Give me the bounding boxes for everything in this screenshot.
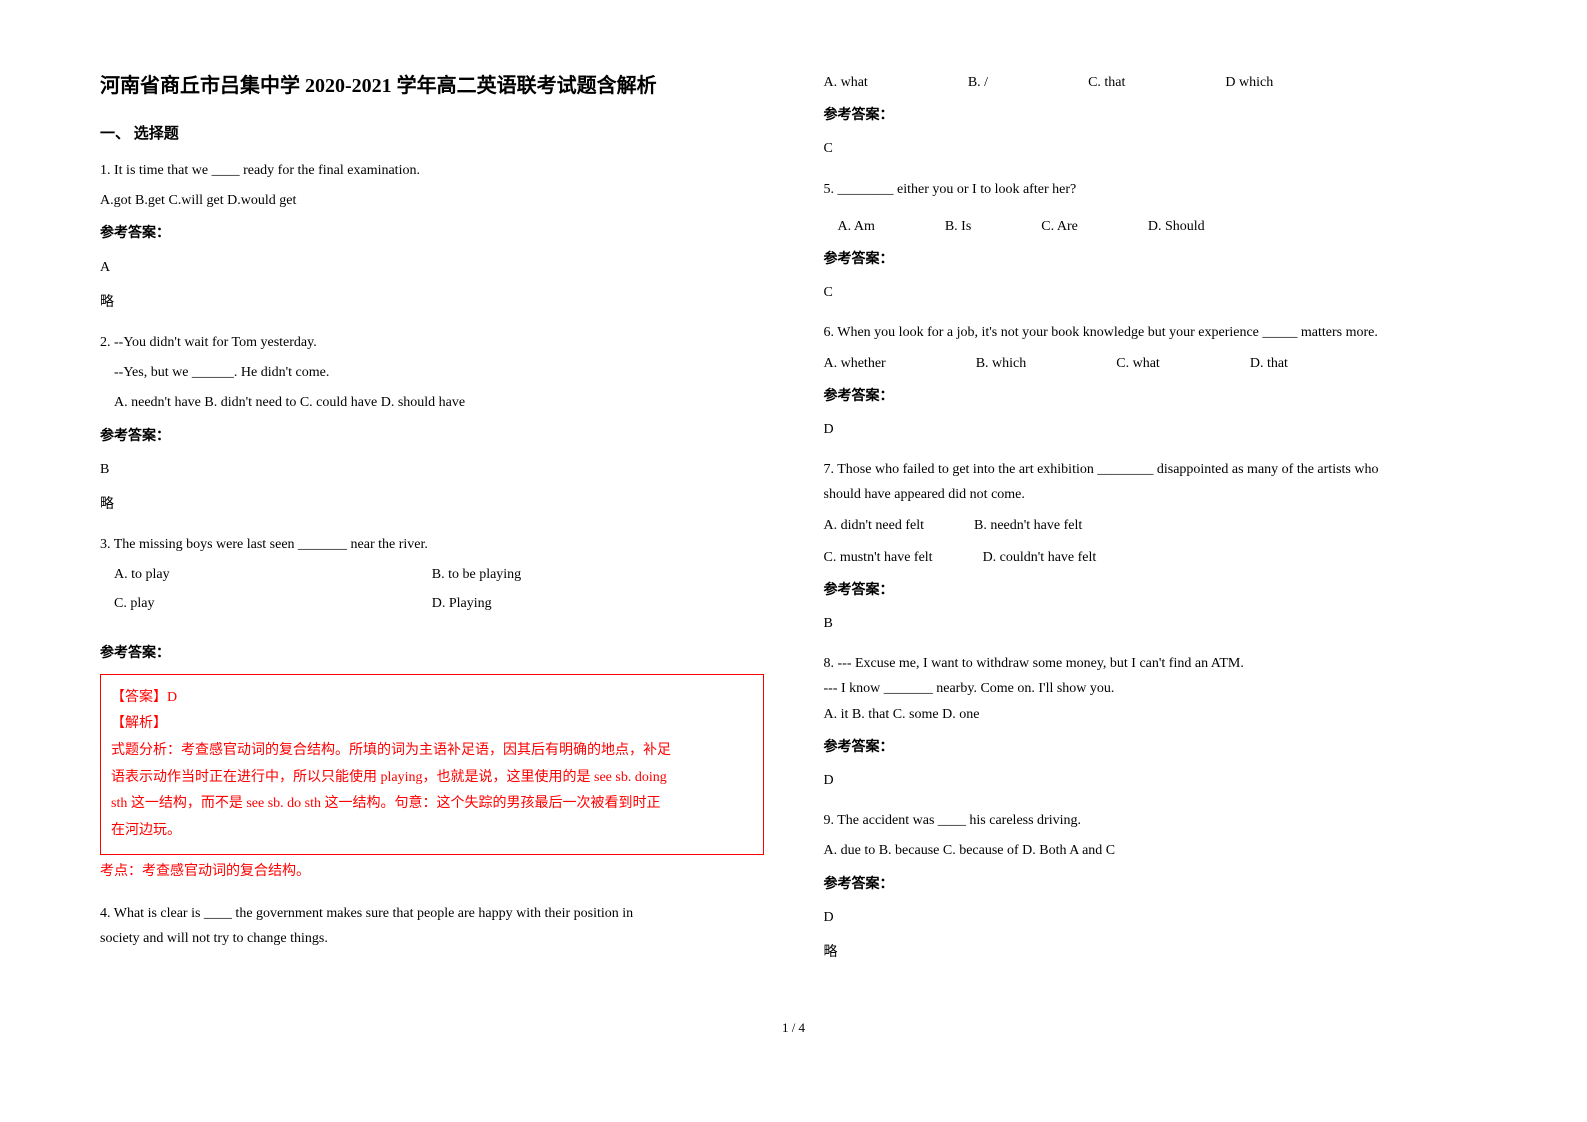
q6-text: 6. When you look for a job, it's not you… [824,320,1488,345]
q7-optA: A. didn't need felt [824,513,925,538]
q1-options: A.got B.get C.will get D.would get [100,188,764,213]
q4-optA: A. what [824,70,868,95]
q4-line2: society and will not try to change thing… [100,926,764,951]
q5-optA: A. Am [838,214,875,239]
q1-text: 1. It is time that we ____ ready for the… [100,158,764,183]
question-8: 8. --- Excuse me, I want to withdraw som… [824,651,1488,793]
q8-answer-label: 参考答案： [824,735,1488,760]
q2-note: 略 [100,492,764,517]
q8-line2: --- I know _______ nearby. Come on. I'll… [824,676,1488,701]
question-3: 3. The missing boys were last seen _____… [100,532,764,886]
q4-answer-label: 参考答案： [824,103,1488,128]
q2-line2: --Yes, but we ______. He didn't come. [100,360,764,385]
document-title: 河南省商丘市吕集中学 2020-2021 学年高二英语联考试题含解析 [100,70,764,102]
q1-note: 略 [100,290,764,315]
q2-options: A. needn't have B. didn't need to C. cou… [100,390,764,415]
q3-box-line2: 语表示动作当时正在进行中，所以只能使用 playing，也就是说，这里使用的是 … [111,765,753,792]
q5-answer-label: 参考答案： [824,247,1488,272]
q7-answer: B [824,611,1488,636]
q5-optB: B. Is [945,214,971,239]
page-number: 1 / 4 [100,1020,1487,1036]
q5-text: 5. ________ either you or I to look afte… [824,177,1488,202]
question-4-continued: A. what B. / C. that D which 参考答案： C [824,70,1488,162]
q7-options-row1: A. didn't need felt B. needn't have felt [824,513,1488,538]
q2-answer: B [100,457,764,482]
left-column: 河南省商丘市吕集中学 2020-2021 学年高二英语联考试题含解析 一、 选择… [100,70,764,980]
q9-note: 略 [824,940,1488,965]
q3-optC: C. play [100,591,432,616]
q3-box-line4: 在河边玩。 [111,818,753,845]
q2-line1: 2. --You didn't wait for Tom yesterday. [100,330,764,355]
q4-options: A. what B. / C. that D which [824,70,1488,95]
q7-optD: D. couldn't have felt [983,545,1097,570]
q3-box-analysis-label: 【解析】 [111,711,753,738]
q3-box-line3: sth 这一结构，而不是 see sb. do sth 这一结构。句意：这个失踪… [111,791,753,818]
q7-answer-label: 参考答案： [824,578,1488,603]
q7-line2: should have appeared did not come. [824,482,1488,507]
section-heading: 一、 选择题 [100,122,764,143]
q7-line1: 7. Those who failed to get into the art … [824,457,1488,482]
q8-answer: D [824,768,1488,793]
question-7: 7. Those who failed to get into the art … [824,457,1488,636]
question-4-start: 4. What is clear is ____ the government … [100,901,764,951]
q9-text: 9. The accident was ____ his careless dr… [824,808,1488,833]
right-column: A. what B. / C. that D which 参考答案： C 5. … [824,70,1488,980]
q3-answer-label: 参考答案： [100,641,764,666]
q7-optC: C. mustn't have felt [824,545,933,570]
question-2: 2. --You didn't wait for Tom yesterday. … [100,330,764,517]
q6-answer: D [824,417,1488,442]
q2-answer-label: 参考答案： [100,424,764,449]
q9-answer: D [824,905,1488,930]
q4-optB: B. / [968,70,988,95]
q6-optD: D. that [1250,351,1288,376]
question-5: 5. ________ either you or I to look afte… [824,177,1488,306]
q4-optD: D which [1225,70,1273,95]
q7-options-row2: C. mustn't have felt D. couldn't have fe… [824,545,1488,570]
q4-optC: C. that [1088,70,1125,95]
q5-optC: C. Are [1041,214,1078,239]
q3-box-answer: 【答案】D [111,685,753,712]
q9-answer-label: 参考答案： [824,872,1488,897]
q3-box-point: 考点：考查感官动词的复合结构。 [100,859,764,886]
q4-line1: 4. What is clear is ____ the government … [100,901,764,926]
q1-answer: A [100,255,764,280]
q7-optB: B. needn't have felt [974,513,1082,538]
q6-optB: B. which [976,351,1027,376]
q3-text: 3. The missing boys were last seen _____… [100,532,764,557]
q4-answer: C [824,136,1488,161]
q8-line1: 8. --- Excuse me, I want to withdraw som… [824,651,1488,676]
q1-answer-label: 参考答案： [100,221,764,246]
question-1: 1. It is time that we ____ ready for the… [100,158,764,315]
q6-optA: A. whether [824,351,886,376]
q5-optD: D. Should [1148,214,1205,239]
q3-box-line1: 式题分析：考查感官动词的复合结构。所填的词为主语补足语，因其后有明确的地点，补足 [111,738,753,765]
q6-optC: C. what [1116,351,1160,376]
question-9: 9. The accident was ____ his careless dr… [824,808,1488,965]
q3-optD: D. Playing [432,591,764,616]
q3-optB: B. to be playing [432,562,764,587]
q6-options: A. whether B. which C. what D. that [824,351,1488,376]
q6-answer-label: 参考答案： [824,384,1488,409]
q5-options: A. Am B. Is C. Are D. Should [824,214,1488,239]
q3-analysis-box: 【答案】D 【解析】 式题分析：考查感官动词的复合结构。所填的词为主语补足语，因… [100,674,764,856]
question-6: 6. When you look for a job, it's not you… [824,320,1488,442]
q8-options: A. it B. that C. some D. one [824,702,1488,727]
q3-optA: A. to play [100,562,432,587]
page-container: 河南省商丘市吕集中学 2020-2021 学年高二英语联考试题含解析 一、 选择… [100,70,1487,980]
q3-options: A. to play B. to be playing C. play D. P… [100,562,764,620]
q9-options: A. due to B. because C. because of D. Bo… [824,838,1488,863]
q5-answer: C [824,280,1488,305]
